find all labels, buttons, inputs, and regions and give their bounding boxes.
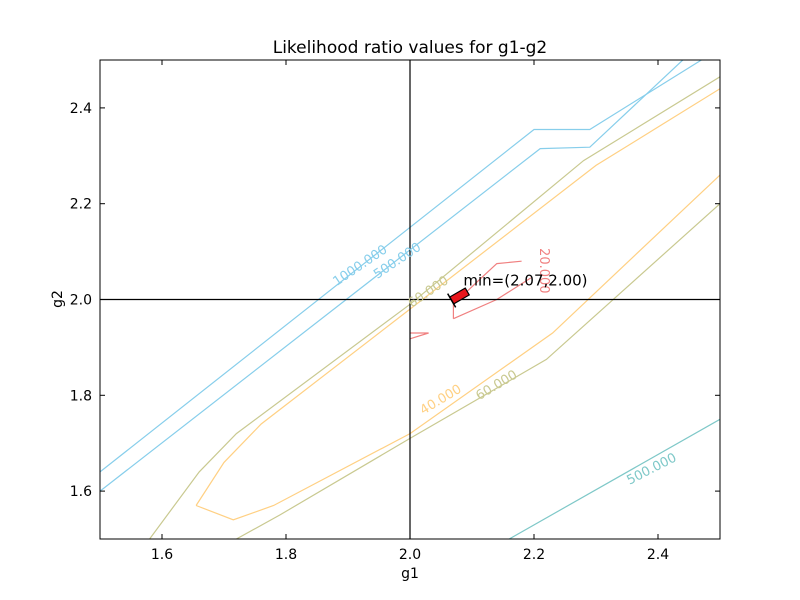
x-tick-label-2: 2.0	[399, 547, 421, 563]
y-axis-label: g2	[50, 290, 66, 308]
contour-line-3	[149, 76, 720, 539]
contour-label-6: 20.000	[536, 248, 551, 294]
reference-lines-group	[100, 60, 720, 539]
contour-lines-group	[100, 60, 720, 539]
x-tick-label-0: 1.6	[151, 547, 173, 563]
contour-line-1	[100, 60, 684, 492]
y-axis-ticks: 1.6 1.8 2.0 2.2 2.4	[70, 101, 720, 500]
y-tick-label-1: 1.8	[70, 388, 92, 404]
x-tick-label-1: 1.8	[275, 547, 297, 563]
minimum-annotation: min=(2.07,2.00)	[463, 272, 587, 290]
minimum-marker	[447, 287, 471, 308]
minimum-marker-cap	[447, 293, 457, 308]
contour-line-9	[409, 332, 429, 340]
minimum-marker-group: min=(2.07,2.00)	[447, 272, 588, 308]
contour-line-5	[195, 174, 720, 521]
x-tick-label-4: 2.4	[647, 547, 669, 563]
x-axis-ticks: 1.6 1.8 2.0 2.2 2.4	[151, 60, 669, 563]
x-axis-label: g1	[401, 566, 419, 582]
y-tick-label-4: 2.4	[70, 101, 92, 117]
x-tick-label-3: 2.2	[523, 547, 545, 563]
y-tick-label-0: 1.6	[70, 484, 92, 500]
y-tick-label-2: 2.0	[70, 293, 92, 309]
contour-line-2	[508, 418, 720, 539]
y-tick-label-3: 2.2	[70, 197, 92, 213]
chart-title: Likelihood ratio values for g1-g2	[273, 38, 548, 58]
contour-line-7	[452, 260, 522, 319]
contour-line-6	[195, 88, 720, 506]
